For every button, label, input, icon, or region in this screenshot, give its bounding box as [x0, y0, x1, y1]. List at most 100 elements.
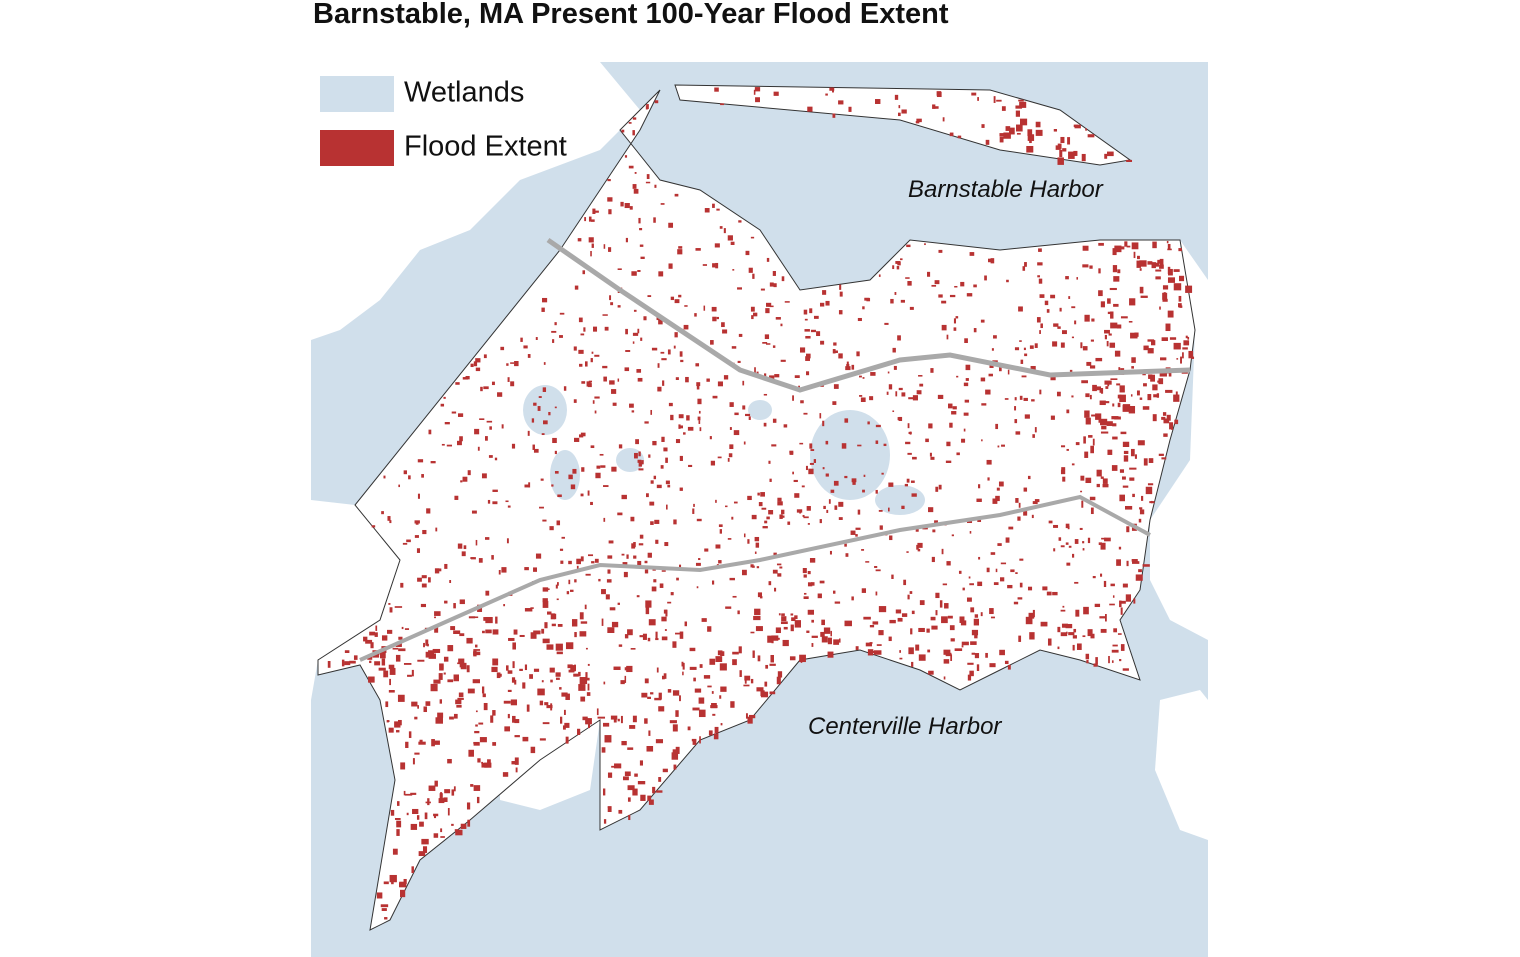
flood-patch — [1019, 101, 1027, 108]
flood-patch — [513, 629, 518, 635]
flood-patch — [440, 792, 443, 798]
flood-patch — [769, 691, 776, 695]
flood-patch — [528, 482, 531, 488]
flood-patch — [1175, 391, 1178, 397]
flood-patch — [806, 353, 811, 359]
flood-patch — [594, 354, 600, 357]
flood-patch — [425, 639, 429, 646]
flood-patch — [651, 586, 657, 592]
flood-patch — [957, 135, 962, 139]
flood-patch — [397, 694, 405, 702]
flood-patch — [764, 681, 768, 687]
flood-patch — [1000, 562, 1007, 565]
flood-patch — [417, 577, 422, 582]
flood-patch — [608, 540, 614, 544]
flood-patch — [391, 881, 394, 885]
flood-patch — [617, 268, 622, 270]
flood-patch — [505, 500, 509, 503]
flood-patch — [750, 236, 755, 239]
flood-patch — [864, 297, 870, 301]
flood-patch — [883, 443, 887, 447]
flood-patch — [777, 497, 782, 502]
flood-patch — [898, 387, 903, 391]
flood-patch — [1138, 518, 1142, 523]
flood-patch — [1112, 595, 1115, 598]
flood-patch — [637, 328, 640, 334]
flood-patch — [999, 133, 1005, 137]
flood-patch — [969, 583, 974, 586]
flood-patches — [327, 87, 1195, 920]
flood-patch — [730, 701, 735, 708]
flood-patch — [1130, 448, 1135, 457]
flood-patch — [1061, 467, 1066, 471]
flood-patch — [769, 282, 774, 287]
flood-patch — [949, 625, 955, 631]
flood-patch — [747, 539, 750, 544]
flood-patch — [403, 790, 406, 796]
flood-patch — [439, 699, 443, 704]
flood-patch — [605, 594, 610, 600]
flood-patch — [631, 410, 635, 413]
flood-patch — [1026, 619, 1030, 622]
flood-patch — [1159, 264, 1164, 269]
flood-patch — [1018, 635, 1022, 642]
flood-patch — [594, 396, 600, 399]
flood-patch — [748, 416, 751, 420]
flood-patch — [497, 392, 503, 397]
flood-patch — [941, 548, 944, 555]
flood-patch — [600, 465, 606, 468]
flood-patch — [682, 662, 685, 670]
flood-patch — [1081, 380, 1088, 384]
flood-patch — [966, 597, 972, 602]
flood-patch — [1060, 609, 1066, 612]
flood-patch — [686, 415, 690, 421]
flood-patch — [825, 93, 828, 96]
flood-patch — [856, 351, 860, 357]
flood-patch — [826, 509, 829, 513]
flood-patch — [396, 820, 402, 828]
flood-patch — [833, 342, 837, 346]
flood-patch — [973, 618, 980, 626]
flood-patch — [1135, 574, 1143, 581]
flood-patch — [1098, 268, 1101, 274]
flood-patch — [989, 608, 994, 615]
flood-patch — [573, 673, 579, 677]
flood-patch — [576, 558, 581, 565]
flood-patch — [630, 516, 635, 522]
flood-patch — [644, 569, 649, 574]
flood-patch — [711, 691, 714, 694]
flood-patch — [624, 203, 630, 209]
flood-patch — [578, 317, 583, 323]
flood-patch — [650, 521, 654, 525]
flood-patch — [696, 586, 699, 589]
flood-patch — [844, 620, 852, 627]
flood-patch — [782, 639, 789, 647]
flood-patch — [1098, 542, 1102, 546]
flood-patch — [530, 632, 537, 639]
flood-patch — [825, 300, 830, 306]
flood-patch — [1133, 251, 1136, 259]
flood-patch — [1015, 110, 1021, 117]
flood-patch — [803, 592, 807, 595]
flood-patch — [876, 644, 882, 646]
flood-patch — [607, 772, 613, 778]
flood-patch — [732, 269, 735, 271]
flood-patch — [809, 462, 814, 465]
flood-patch — [569, 589, 574, 592]
flood-patch — [647, 295, 652, 298]
flood-patch — [1111, 416, 1119, 420]
flood-patch — [1037, 275, 1040, 278]
flood-patch — [1027, 586, 1033, 591]
flood-patch — [652, 786, 656, 794]
flood-patch — [613, 716, 617, 723]
flood-patch — [414, 535, 419, 538]
flood-patch — [986, 567, 990, 573]
flood-patch — [946, 334, 949, 340]
flood-patch — [646, 745, 654, 752]
flood-patch — [860, 397, 866, 402]
flood-patch — [698, 420, 701, 424]
flood-patch — [1014, 406, 1017, 411]
flood-patch — [1122, 404, 1131, 410]
flood-patch — [799, 509, 802, 514]
flood-patch — [392, 848, 398, 855]
